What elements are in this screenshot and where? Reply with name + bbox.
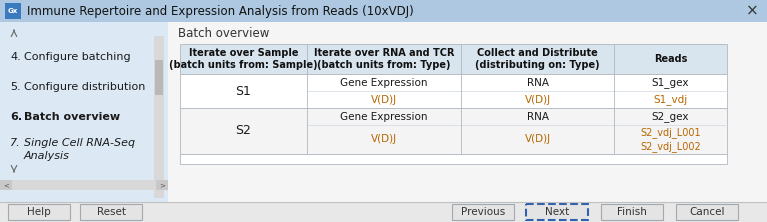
- Text: Batch overview: Batch overview: [178, 26, 269, 40]
- Text: S1: S1: [235, 85, 252, 97]
- Text: Finish: Finish: [617, 207, 647, 217]
- Bar: [168, 22, 767, 202]
- Text: V(D)J: V(D)J: [525, 135, 551, 145]
- Bar: [0, 180, 168, 190]
- Bar: [452, 204, 514, 220]
- Bar: [180, 74, 727, 108]
- Text: Gx: Gx: [8, 8, 18, 14]
- Text: RNA: RNA: [526, 77, 548, 87]
- Bar: [601, 204, 663, 220]
- Text: S1_gex: S1_gex: [652, 77, 690, 88]
- Text: Previous: Previous: [461, 207, 505, 217]
- Text: 5.: 5.: [10, 82, 21, 92]
- Text: Gene Expression: Gene Expression: [341, 111, 428, 121]
- Text: Reset: Reset: [97, 207, 126, 217]
- Bar: [0, 180, 12, 190]
- Text: <: <: [3, 182, 9, 188]
- Text: Configure batching: Configure batching: [24, 52, 130, 62]
- Text: V(D)J: V(D)J: [371, 95, 397, 105]
- Text: V(D)J: V(D)J: [371, 135, 397, 145]
- Bar: [180, 108, 727, 154]
- Text: Iterate over RNA and TCR
(batch units from: Type): Iterate over RNA and TCR (batch units fr…: [314, 48, 454, 70]
- Text: 7.: 7.: [10, 138, 21, 148]
- Text: Reads: Reads: [653, 54, 687, 64]
- Bar: [0, 0, 767, 22]
- Bar: [526, 204, 588, 220]
- Bar: [5, 3, 21, 19]
- Text: Configure distribution: Configure distribution: [24, 82, 146, 92]
- Text: S2_gex: S2_gex: [652, 111, 690, 122]
- Text: ×: ×: [746, 4, 759, 18]
- Bar: [676, 204, 738, 220]
- Bar: [180, 44, 727, 74]
- Text: Iterate over Sample
(batch units from: Sample): Iterate over Sample (batch units from: S…: [170, 48, 318, 70]
- Text: RNA: RNA: [526, 111, 548, 121]
- Text: 4.: 4.: [10, 52, 21, 62]
- Bar: [155, 60, 163, 95]
- Text: Batch overview: Batch overview: [24, 112, 120, 122]
- Text: 6.: 6.: [10, 112, 22, 122]
- Bar: [180, 154, 727, 164]
- Bar: [0, 22, 168, 202]
- Bar: [156, 180, 168, 190]
- Text: Cancel: Cancel: [690, 207, 725, 217]
- Text: S1_vdj: S1_vdj: [653, 94, 688, 105]
- Bar: [0, 202, 767, 222]
- Bar: [8, 204, 70, 220]
- Bar: [0, 22, 168, 36]
- Text: S2: S2: [235, 125, 252, 137]
- Text: Immune Repertoire and Expression Analysis from Reads (10xVDJ): Immune Repertoire and Expression Analysi…: [27, 4, 413, 18]
- Text: Single Cell RNA-Seq
Analysis: Single Cell RNA-Seq Analysis: [24, 138, 135, 161]
- Text: Collect and Distribute
(distributing on: Type): Collect and Distribute (distributing on:…: [476, 48, 600, 70]
- Bar: [154, 36, 164, 198]
- Text: Gene Expression: Gene Expression: [341, 77, 428, 87]
- Bar: [80, 204, 142, 220]
- Text: V(D)J: V(D)J: [525, 95, 551, 105]
- Text: Next: Next: [545, 207, 569, 217]
- Text: Help: Help: [27, 207, 51, 217]
- Text: >: >: [159, 182, 165, 188]
- Text: S2_vdj_L001
S2_vdj_L002: S2_vdj_L001 S2_vdj_L002: [640, 127, 701, 152]
